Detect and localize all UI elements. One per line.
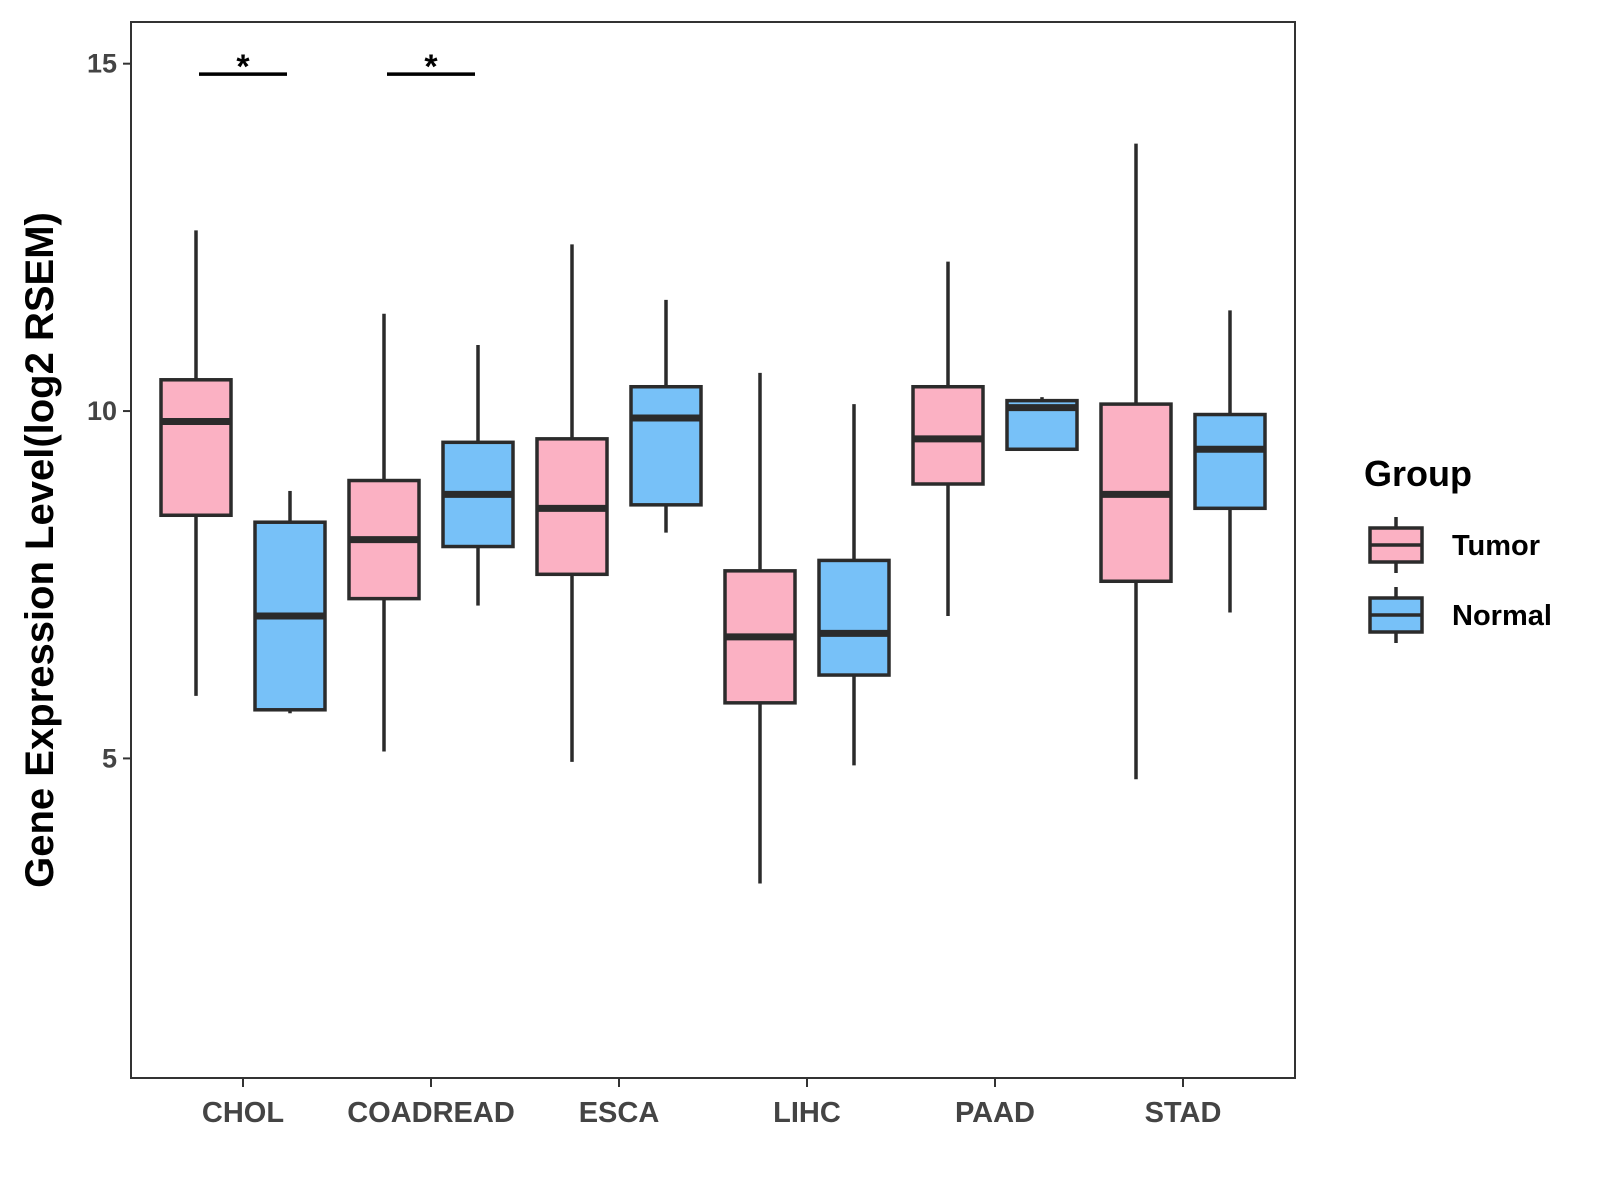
box-layer <box>161 144 1265 884</box>
box-body <box>1195 415 1265 509</box>
box-normal-chol <box>255 491 325 713</box>
x-tick-label: ESCA <box>579 1097 660 1129</box>
legend-item-normal: Normal <box>1370 587 1552 643</box>
legend: Group Tumor Normal <box>1364 453 1552 643</box>
box-body <box>161 380 231 515</box>
y-tick-label: 5 <box>102 743 117 773</box>
x-tick-label: STAD <box>1145 1097 1222 1129</box>
box-body <box>819 560 889 675</box>
x-axis: CHOL COADREAD ESCA LIHC PAAD STAD <box>202 1078 1221 1129</box>
box-body <box>631 387 701 505</box>
box-tumor-stad <box>1101 144 1171 780</box>
x-tick-label: CHOL <box>202 1097 284 1129</box>
box-normal-lihc <box>819 404 889 765</box>
box-tumor-coadread <box>349 314 419 752</box>
legend-item-tumor: Tumor <box>1370 517 1540 573</box>
y-axis: 5 10 15 <box>87 49 131 774</box>
boxplot-chart: 51015 CHOL COADREAD ESCA LIHC PAAD STAD * * Ge… <box>0 0 1600 1200</box>
x-tick-label: LIHC <box>773 1097 841 1129</box>
legend-label: Normal <box>1452 600 1552 632</box>
box-normal-coadread <box>443 345 513 606</box>
box-normal-esca <box>631 300 701 533</box>
x-tick-label: COADREAD <box>347 1097 515 1129</box>
x-tick-label: PAAD <box>955 1097 1035 1129</box>
box-normal-stad <box>1195 310 1265 612</box>
significance-label: * <box>424 48 438 86</box>
box-tumor-lihc <box>725 373 795 884</box>
box-normal-paad <box>1007 397 1077 449</box>
y-tick-label: 15 <box>87 49 117 79</box>
y-tick-label: 10 <box>87 396 117 426</box>
significance-annotations: * * <box>199 48 475 86</box>
y-axis-title: Gene Expression Level(log2 RSEM) <box>18 212 62 888</box>
legend-label: Tumor <box>1452 530 1540 562</box>
box-tumor-esca <box>537 244 607 762</box>
legend-title: Group <box>1364 453 1472 494</box>
significance-label: * <box>236 48 250 86</box>
box-tumor-paad <box>913 262 983 616</box>
box-tumor-chol <box>161 230 231 695</box>
